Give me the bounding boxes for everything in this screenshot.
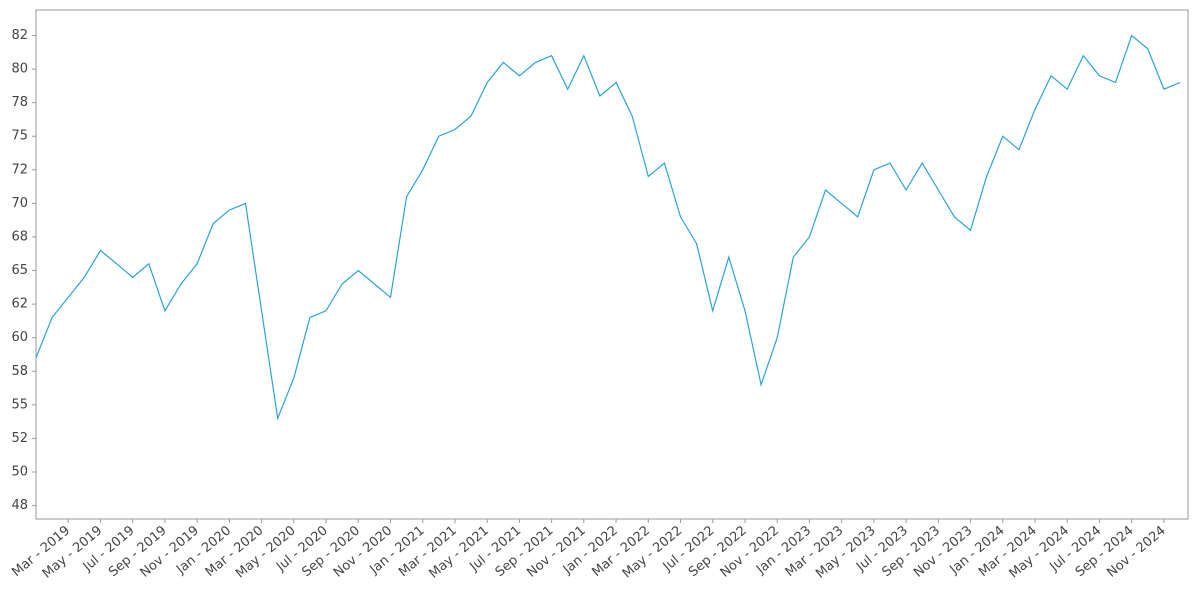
y-tick-label: 70 [11, 196, 28, 211]
y-tick-label: 52 [11, 431, 28, 446]
y-tick-label: 62 [11, 297, 28, 312]
y-tick-label: 82 [11, 28, 28, 43]
data-line [35, 34, 1181, 421]
plot-frame [35, 9, 1189, 520]
y-tick-label: 55 [11, 397, 28, 412]
y-tick-label: 60 [11, 330, 28, 345]
y-tick-label: 80 [11, 62, 28, 77]
y-tick-label: 78 [11, 95, 28, 110]
y-tick-label: 50 [11, 464, 28, 479]
y-tick-label: 65 [11, 263, 28, 278]
y-tick-label: 72 [11, 162, 28, 177]
y-tick-label: 68 [11, 229, 28, 244]
y-tick-label: 75 [11, 129, 28, 144]
y-tick-label: 58 [11, 364, 28, 379]
y-tick-label: 48 [11, 498, 28, 513]
